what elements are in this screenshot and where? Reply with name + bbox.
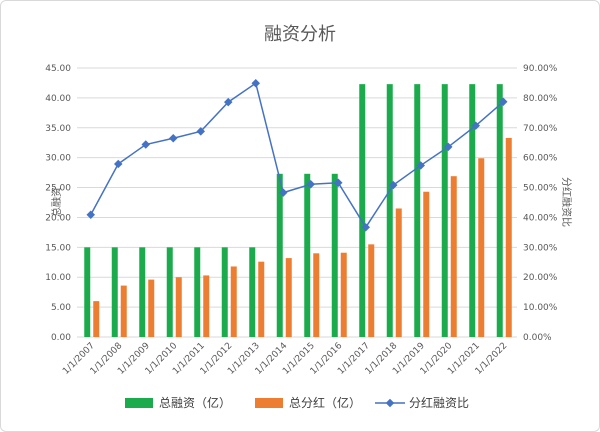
legend-label: 总融资（亿）	[159, 395, 231, 410]
left-tick-label: 0.00	[51, 333, 71, 343]
bar-total-dividend	[230, 266, 237, 337]
left-tick-label: 20.00	[45, 213, 71, 223]
line-point	[114, 159, 123, 169]
bar-total-dividend	[148, 279, 155, 337]
left-tick-label: 25.00	[45, 184, 71, 194]
bar-total-dividend	[313, 253, 320, 337]
series-line-ratio	[90, 82, 504, 229]
bar-total-dividend	[175, 277, 182, 337]
line-point	[416, 161, 425, 170]
left-tick-label: 30.00	[45, 154, 71, 164]
bar-total-dividend	[120, 285, 127, 337]
legend-label: 总分红（亿）	[289, 395, 361, 410]
bar-total-financing	[84, 247, 91, 337]
left-tick-label: 45.00	[45, 64, 71, 74]
line-point	[169, 133, 178, 143]
right-tick-label: 50.00%	[523, 184, 558, 194]
right-tick-label: 70.00%	[523, 124, 558, 134]
right-tick-label: 90.00%	[523, 64, 558, 74]
right-axis-title: 分红融资比	[560, 177, 573, 227]
bars-group	[84, 84, 512, 337]
bar-total-financing	[469, 84, 476, 337]
bar-total-financing	[441, 84, 448, 337]
right-tick-label: 40.00%	[523, 213, 558, 223]
bar-total-dividend	[423, 191, 430, 337]
legend-swatch	[255, 398, 283, 408]
line-point	[251, 79, 260, 88]
left-tick-label: 40.00	[45, 94, 71, 104]
chart-title: 融资分析	[264, 24, 336, 45]
line-point	[86, 210, 95, 219]
bar-total-financing	[166, 247, 173, 337]
bar-total-dividend	[478, 158, 485, 337]
right-tick-label: 60.00%	[523, 154, 558, 164]
line-point	[141, 140, 150, 149]
line-point	[279, 188, 288, 197]
bar-total-dividend	[93, 301, 100, 337]
left-tick-label: 10.00	[45, 273, 71, 283]
line-point	[444, 142, 453, 152]
bar-total-financing	[221, 247, 228, 337]
right-tick-label: 30.00%	[523, 243, 558, 253]
bar-total-financing	[331, 173, 338, 337]
bar-total-financing	[249, 247, 256, 337]
bar-total-financing	[386, 84, 393, 337]
legend-swatch-marker	[385, 398, 395, 408]
bar-total-financing	[139, 247, 146, 337]
bar-total-financing	[304, 173, 311, 337]
x-axis-ticks: 1/1/20071/1/20081/1/20091/1/20101/1/2011…	[61, 341, 509, 377]
left-tick-label: 35.00	[45, 124, 71, 134]
line-point	[471, 121, 480, 130]
left-axis-title: 总融资	[50, 187, 63, 217]
bar-total-dividend	[340, 252, 347, 337]
bar-total-dividend	[505, 137, 512, 337]
bar-total-financing	[194, 247, 201, 337]
line-point	[196, 127, 205, 136]
bar-total-dividend	[450, 176, 457, 337]
left-tick-label: 5.00	[51, 303, 71, 313]
bar-total-dividend	[258, 261, 265, 337]
bar-total-dividend	[285, 258, 292, 337]
bar-total-dividend	[203, 275, 210, 337]
line-point	[224, 97, 233, 107]
legend: 总融资（亿） 总分红（亿） 分红融资比	[125, 395, 469, 410]
bar-total-financing	[496, 84, 503, 337]
legend-swatch	[125, 398, 153, 408]
right-tick-label: 10.00%	[523, 303, 558, 313]
bar-total-financing	[276, 173, 283, 337]
bar-total-dividend	[368, 244, 375, 337]
line-point	[389, 180, 398, 190]
line-point	[499, 97, 508, 107]
bar-total-dividend	[395, 208, 402, 337]
right-axis-ticks: 0.00% 10.00% 20.00% 30.00% 40.00% 50.00% 60.00…	[523, 64, 558, 343]
bar-total-financing	[359, 84, 366, 337]
right-tick-label: 80.00%	[523, 94, 558, 104]
line-point	[334, 178, 343, 188]
right-tick-label: 20.00%	[523, 273, 558, 283]
line-group	[86, 79, 508, 232]
left-tick-label: 15.00	[45, 243, 71, 253]
right-tick-label: 0.00%	[523, 333, 552, 343]
legend-label: 分红融资比	[409, 395, 469, 410]
line-point	[361, 223, 370, 232]
bar-total-financing	[414, 84, 421, 337]
bar-total-financing	[111, 247, 118, 337]
line-point	[306, 180, 315, 189]
left-axis-ticks: 0.00 5.00 10.00 15.00 20.00 25.00 30.00 35.00 40…	[45, 64, 71, 343]
